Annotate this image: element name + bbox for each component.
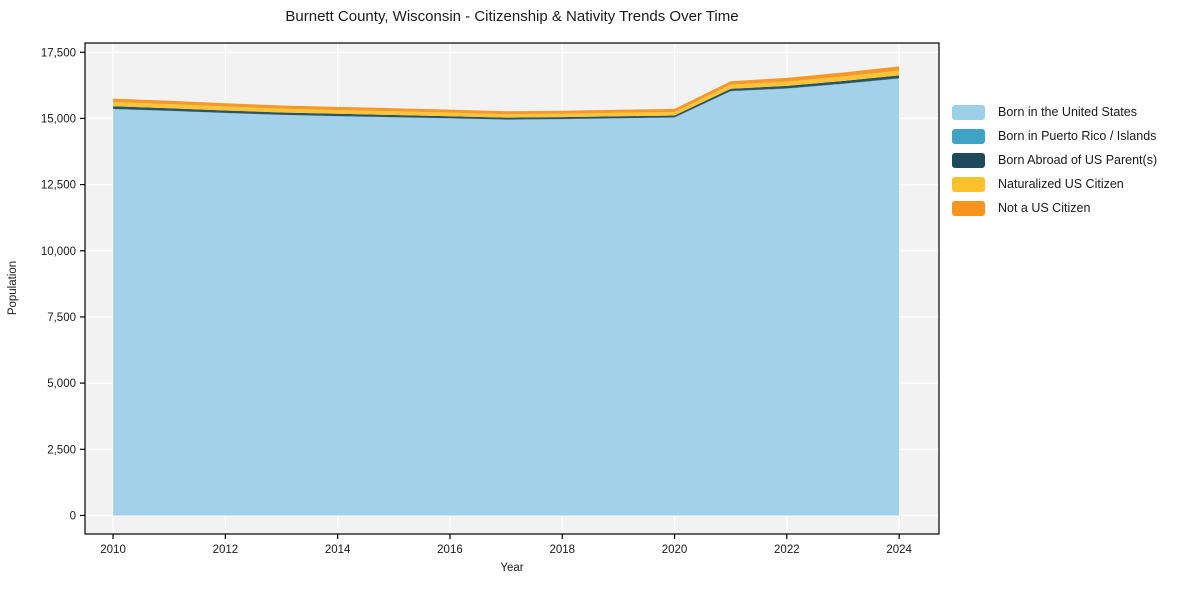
legend-swatch [952,176,985,192]
legend-label: Born in Puerto Rico / Islands [998,129,1157,143]
legend-label: Born in the United States [998,105,1137,119]
y-tick-label: 7,500 [47,312,76,324]
legend: Born in the United States Born in Puerto … [952,100,1157,220]
y-axis-label: Population [7,260,19,316]
y-tick-label: 10,000 [41,246,76,258]
x-tick-label: 2022 [774,544,800,556]
y-tick-label: 2,500 [47,444,76,456]
legend-swatch [952,152,985,168]
legend-item: Born in Puerto Rico / Islands [952,124,1157,148]
legend-item: Born in the United States [952,100,1157,124]
x-tick-label: 2014 [325,544,351,556]
x-tick-label: 2024 [886,544,912,556]
legend-item: Born Abroad of US Parent(s) [952,148,1157,172]
legend-item: Not a US Citizen [952,196,1157,220]
legend-swatch [952,200,985,216]
x-tick-label: 2020 [662,544,688,556]
legend-swatch [952,128,985,144]
legend-label: Naturalized US Citizen [998,177,1124,191]
legend-swatch [952,104,985,120]
x-tick-label: 2010 [100,544,126,556]
y-tick-label: 17,500 [41,47,76,59]
x-tick-label: 2016 [437,544,463,556]
legend-item: Naturalized US Citizen [952,172,1157,196]
plot-border [84,42,940,535]
y-tick-label: 15,000 [41,113,76,125]
y-tick-label: 5,000 [47,378,76,390]
x-axis-label: Year [500,562,524,574]
x-tick-label: 2018 [549,544,575,556]
x-tick-label: 2012 [213,544,239,556]
legend-label: Born Abroad of US Parent(s) [998,153,1158,167]
area-series-0 [113,78,900,516]
y-tick-label: 0 [70,510,76,522]
chart-title: Burnett County, Wisconsin - Citizenship … [285,8,739,25]
legend-label: Not a US Citizen [998,201,1091,215]
y-tick-label: 12,500 [41,180,76,192]
